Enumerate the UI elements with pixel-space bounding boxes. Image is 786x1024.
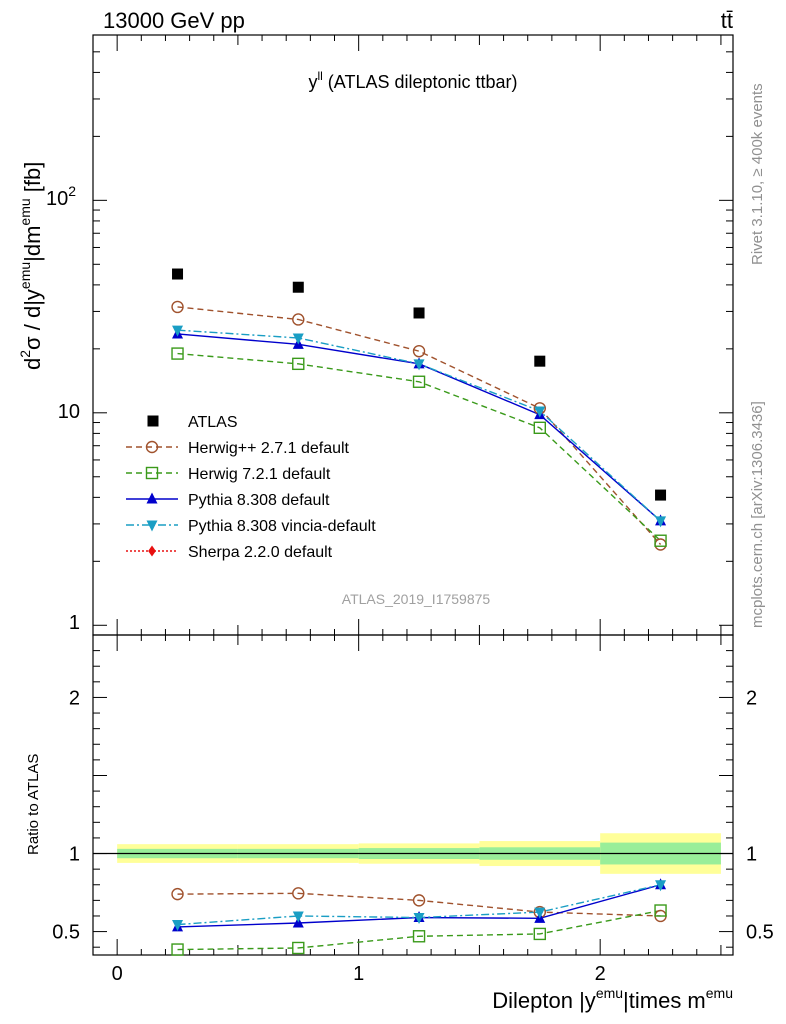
series-point-ratio [654,904,667,917]
mcplots-label: mcplots.cern.ch [arXiv:1306.3436] [749,401,766,628]
series-point-main [292,313,305,326]
legend-label: Pythia 8.308 vincia-default [188,518,376,535]
series-point-ratio [655,880,667,892]
header-left-label: 13000 GeV pp [103,8,245,33]
header-right-label: tt̄ [721,8,733,33]
analysis-tag: ATLAS_2019_I1759875 [342,591,491,607]
legend-label: Herwig++ 2.7.1 default [188,440,350,457]
rivet-label: Rivet 3.1.10, ≥ 400k events [749,83,766,265]
data-point [292,281,304,293]
series-point-main [171,300,184,314]
series-point-ratio [171,943,184,956]
legend-label: Herwig 7.2.1 default [188,466,331,483]
series-point-ratio [171,887,184,901]
legend-label: Sherpa 2.2.0 default [188,544,333,561]
data-point [655,489,667,501]
legend-marker [145,466,159,480]
series-line-main [177,306,662,545]
series-point-ratio [412,930,426,943]
series-point-ratio [292,887,305,900]
y-ratio-tick-label-right: 2 [746,687,757,709]
legend-marker [148,545,156,557]
series-point-main [171,347,184,360]
y-ratio-tick-label: 2 [69,687,80,709]
series-line-main [177,352,662,542]
legend-marker [146,520,158,532]
y-ratio-tick-label-right: 0.5 [746,922,774,944]
ratio-plot-frame [92,634,734,956]
data-point [413,307,425,319]
series-point-main [413,359,425,371]
legend-label-data: ATLAS [188,414,238,431]
data-point [172,268,184,280]
series-point-ratio [292,911,304,923]
series-point-ratio [172,920,184,932]
y-ratio-tick-label: 1 [69,844,80,866]
legend-marker [146,492,158,504]
legend-marker [145,440,159,454]
series-point-main [292,357,305,371]
series-point-ratio [292,941,305,955]
chart-title: yll (ATLAS dileptonic ttbar) [308,69,517,92]
series-point-main [533,421,546,435]
series-point-main [654,534,667,547]
y-axis-label: d2σ / d|yemu|dmemu [fb] [17,162,45,370]
series-point-main [412,375,426,388]
x-tick-label: 2 [595,963,606,985]
y-main-tick-label-1: 1 [69,612,80,634]
x-tick-label: 0 [112,963,123,985]
legend-label: Pythia 8.308 default [188,492,330,509]
series-point-ratio [533,927,546,941]
series-point-main [412,344,426,358]
series-point-ratio [534,907,546,919]
y-ratio-tick-label-right: 1 [746,844,757,866]
y-main-tick-label-10: 10 [58,401,80,423]
series-point-main [292,333,304,345]
series-point-main [655,516,667,528]
x-tick-label: 1 [353,963,364,985]
series-line-ratio [177,909,661,951]
series-point-main [534,406,546,418]
series-point-ratio [413,913,425,925]
y-ratio-tick-label: 0.5 [52,922,80,944]
legend-marker-data [147,415,159,427]
x-axis-label: Dilepton |yemu|times memu [492,985,733,1013]
data-point [534,355,546,367]
series-line-ratio [177,892,661,917]
ratio-y-axis-label: Ratio to ATLAS [25,754,42,855]
series-point-main [172,325,184,337]
y-main-tick-label-100: 102 [46,183,76,210]
series-point-ratio [412,894,426,907]
